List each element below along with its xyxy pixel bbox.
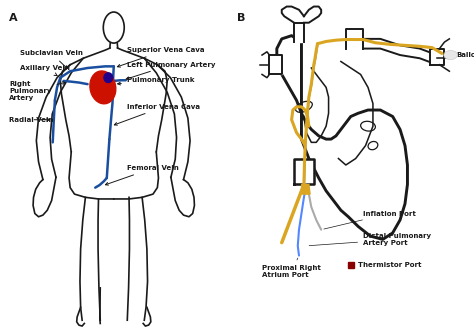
Text: Thermistor Port: Thermistor Port	[358, 262, 422, 268]
Text: B: B	[237, 13, 246, 23]
Ellipse shape	[444, 50, 457, 60]
Text: Superior Vena Cava: Superior Vena Cava	[118, 47, 204, 67]
Polygon shape	[346, 29, 363, 49]
Text: Proximal Right
Atrium Port: Proximal Right Atrium Port	[262, 258, 321, 278]
Polygon shape	[429, 49, 445, 65]
Polygon shape	[294, 23, 304, 42]
Polygon shape	[269, 55, 282, 75]
Text: Axillary Vein: Axillary Vein	[20, 65, 70, 76]
Text: Inferior Vena Cava: Inferior Vena Cava	[114, 104, 200, 125]
Ellipse shape	[104, 73, 113, 82]
Text: Pulmonary Trunk: Pulmonary Trunk	[118, 77, 194, 85]
Text: Radial Vein: Radial Vein	[9, 117, 54, 123]
Ellipse shape	[90, 71, 116, 104]
Text: Right
Pulmonary
Artery: Right Pulmonary Artery	[9, 81, 65, 101]
Text: A: A	[9, 13, 18, 23]
Text: Distal Pulmonary
Artery Port: Distal Pulmonary Artery Port	[309, 233, 431, 246]
Polygon shape	[294, 158, 314, 184]
Polygon shape	[301, 184, 310, 194]
Text: Femoral Vein: Femoral Vein	[105, 165, 179, 185]
Text: Subclavian Vein: Subclavian Vein	[20, 50, 83, 69]
Text: Left Pulmonary Artery: Left Pulmonary Artery	[126, 62, 215, 80]
Text: Inflation Port: Inflation Port	[324, 211, 416, 229]
Text: Balloon: Balloon	[451, 52, 474, 58]
